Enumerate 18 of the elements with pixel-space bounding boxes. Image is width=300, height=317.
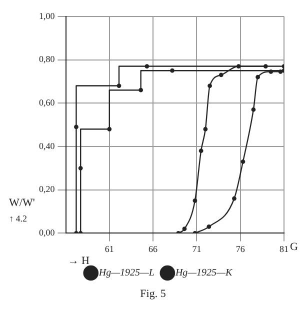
legend-label: Hg—1925—L [98,268,155,279]
y-tick-label: 0,20 [39,184,56,194]
y-tick-label: 0,00 [39,228,56,238]
caption: Fig. 5 [139,288,167,300]
x-axis-title: G [290,241,298,254]
y-tick-label: 0,60 [39,97,56,108]
y-tick-label: 0,40 [39,140,56,151]
x-tick-label: 76 [236,244,246,254]
text: ↑ 4.2 [9,214,27,224]
x-tick-label: 61 [104,244,114,254]
x-tick-label: 66 [148,244,158,254]
y-axis-title: W/W' [9,197,35,210]
x-tick-label: 71 [192,244,202,254]
legend-label: Hg—1925—K [174,268,234,279]
x-tick-label: 81 [280,244,288,254]
y-tick-label: 0,80 [39,54,56,64]
y-tick-label: 1,00 [39,10,56,21]
text: → H [68,255,90,268]
